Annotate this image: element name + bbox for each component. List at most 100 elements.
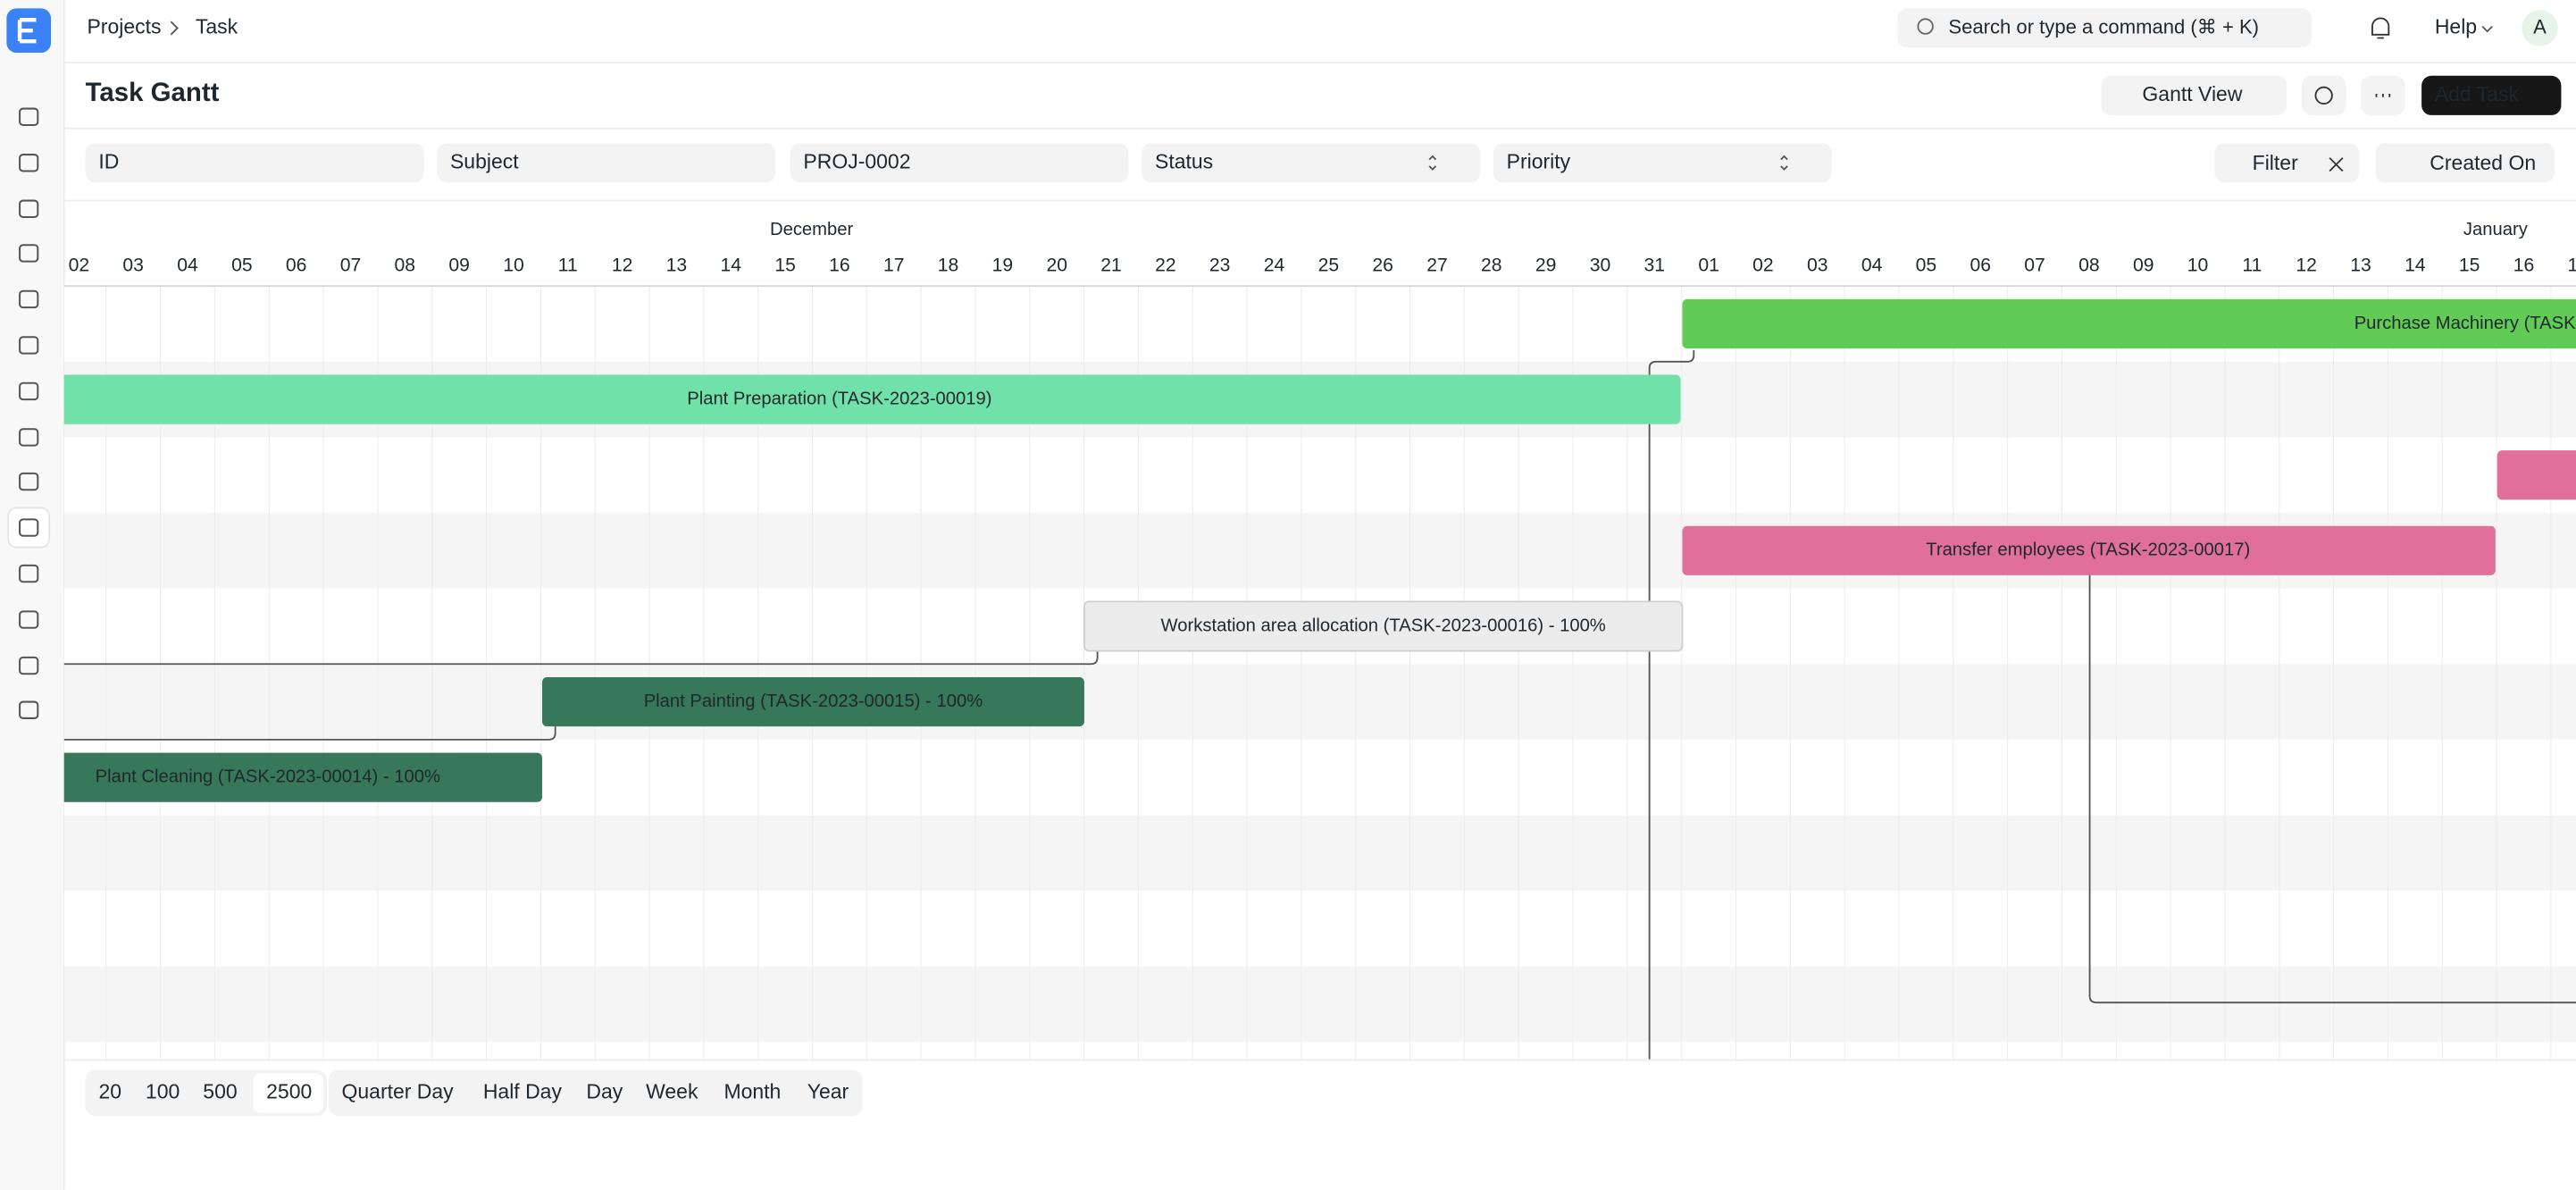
sidebar-icon[interactable] [19,381,39,401]
day-label: 07 [2024,256,2045,276]
sidebar-icon[interactable] [19,244,39,263]
add-button[interactable] [2421,75,2562,115]
avatar-letter: A [2533,15,2547,38]
refresh-icon [2314,86,2333,105]
day-label: 04 [177,256,198,276]
day-label: 16 [2513,256,2535,276]
month-label: January [2463,220,2529,239]
page-size[interactable]: 500 [203,1079,237,1102]
search-box[interactable] [1897,8,2312,48]
day-label: 27 [1426,256,1448,276]
sidebar-icon[interactable] [19,564,39,583]
add-button-label: Add Task [2435,82,2520,105]
day-label: 15 [774,256,796,276]
day-label: 08 [2078,256,2100,276]
day-label: 20 [1046,256,1067,276]
view-mode[interactable]: Year [807,1079,849,1102]
filter-field[interactable] [1493,143,1832,183]
page-size[interactable]: 20 [98,1079,121,1102]
page-size[interactable]: 2500 [266,1079,312,1102]
day-label: 03 [1807,256,1828,276]
view-mode[interactable]: Quarter Day [342,1079,455,1102]
sidebar-icon[interactable] [19,428,39,447]
filter-field[interactable] [437,143,776,183]
day-label: 13 [666,256,688,276]
day-label: 04 [1861,256,1883,276]
breadcrumb[interactable]: Projects [87,15,161,38]
day-label: 23 [1209,256,1231,276]
sidebar-icon[interactable] [19,289,39,309]
sidebar-icon[interactable] [19,656,39,675]
day-label: 10 [2187,256,2209,276]
sidebar-icon[interactable] [19,700,39,719]
gantt-row [63,664,2576,740]
page-size[interactable]: 100 [146,1079,180,1102]
view-mode[interactable]: Week [646,1079,698,1102]
filter-field[interactable] [85,143,424,183]
help-menu[interactable]: Help [2435,15,2477,38]
select-caret [1780,155,1788,171]
sort-label: Created On [2430,151,2536,174]
day-label: 21 [1100,256,1122,276]
search-placeholder: Search or type a command (⌘ + K) [1948,15,2259,38]
day-label: 02 [69,256,90,276]
page-title: Task Gantt [86,78,220,107]
page-size-active [253,1073,324,1113]
day-label: 06 [286,256,307,276]
day-label: 13 [2350,256,2371,276]
day-label: 14 [2405,256,2426,276]
day-label: 11 [558,256,578,276]
day-label: 25 [1318,256,1340,276]
month-label: December [770,220,854,239]
clear-icon [2329,157,2344,172]
view-name: Gantt View [2142,82,2242,105]
filter-text: PROJ-0002 [803,149,910,172]
sidebar-icon[interactable] [19,336,39,355]
logo-mark [17,18,37,44]
sort-button[interactable] [2375,143,2555,183]
day-label: 24 [1264,256,1285,276]
day-label: 11 [2242,256,2262,276]
sidebar-icon[interactable] [19,107,39,126]
day-label: 05 [231,256,253,276]
sidebar-icon[interactable] [19,472,39,491]
breadcrumb[interactable]: Task [196,15,238,38]
task-bar[interactable] [541,676,1084,727]
task-bar[interactable] [1682,525,2496,575]
dependency [63,650,1099,666]
notification-icon[interactable] [2371,17,2390,39]
day-label: 19 [992,256,1014,276]
task-bar[interactable] [2497,450,2576,500]
view-mode[interactable]: Half Day [483,1079,563,1102]
sidebar-icon[interactable] [19,610,39,629]
task-bar[interactable] [49,374,1681,424]
help-caret [2481,25,2493,33]
task-bar[interactable] [1682,298,2576,349]
view-switcher[interactable] [2101,75,2287,115]
day-label: 14 [720,256,741,276]
day-label: 12 [2296,256,2317,276]
refresh-button[interactable] [2301,75,2346,115]
day-label: 30 [1590,256,1611,276]
avatar[interactable] [2522,10,2558,46]
filter-field[interactable] [790,143,1129,183]
sidebar-icon[interactable] [19,199,39,218]
view-mode[interactable]: Day [586,1079,623,1102]
sidebar-active [7,507,51,549]
select-caret [1428,155,1437,171]
sidebar-icon[interactable] [19,154,39,172]
view-mode[interactable]: Month [723,1079,781,1102]
search-icon [1917,18,1934,35]
task-label: Purchase Machinery (TASK [2354,314,2576,333]
day-label: 17 [883,256,905,276]
day-label: 16 [829,256,850,276]
filter-field[interactable] [1142,143,1481,183]
filter-button[interactable] [2214,143,2360,183]
task-label: Transfer employees (TASK-2023-00017) [1926,541,2250,560]
filter-text: ID [98,149,119,172]
task-bar[interactable] [49,752,542,802]
task-bar[interactable] [1083,600,1684,652]
day-label: 03 [122,256,144,276]
sidebar-icon[interactable] [19,518,39,537]
